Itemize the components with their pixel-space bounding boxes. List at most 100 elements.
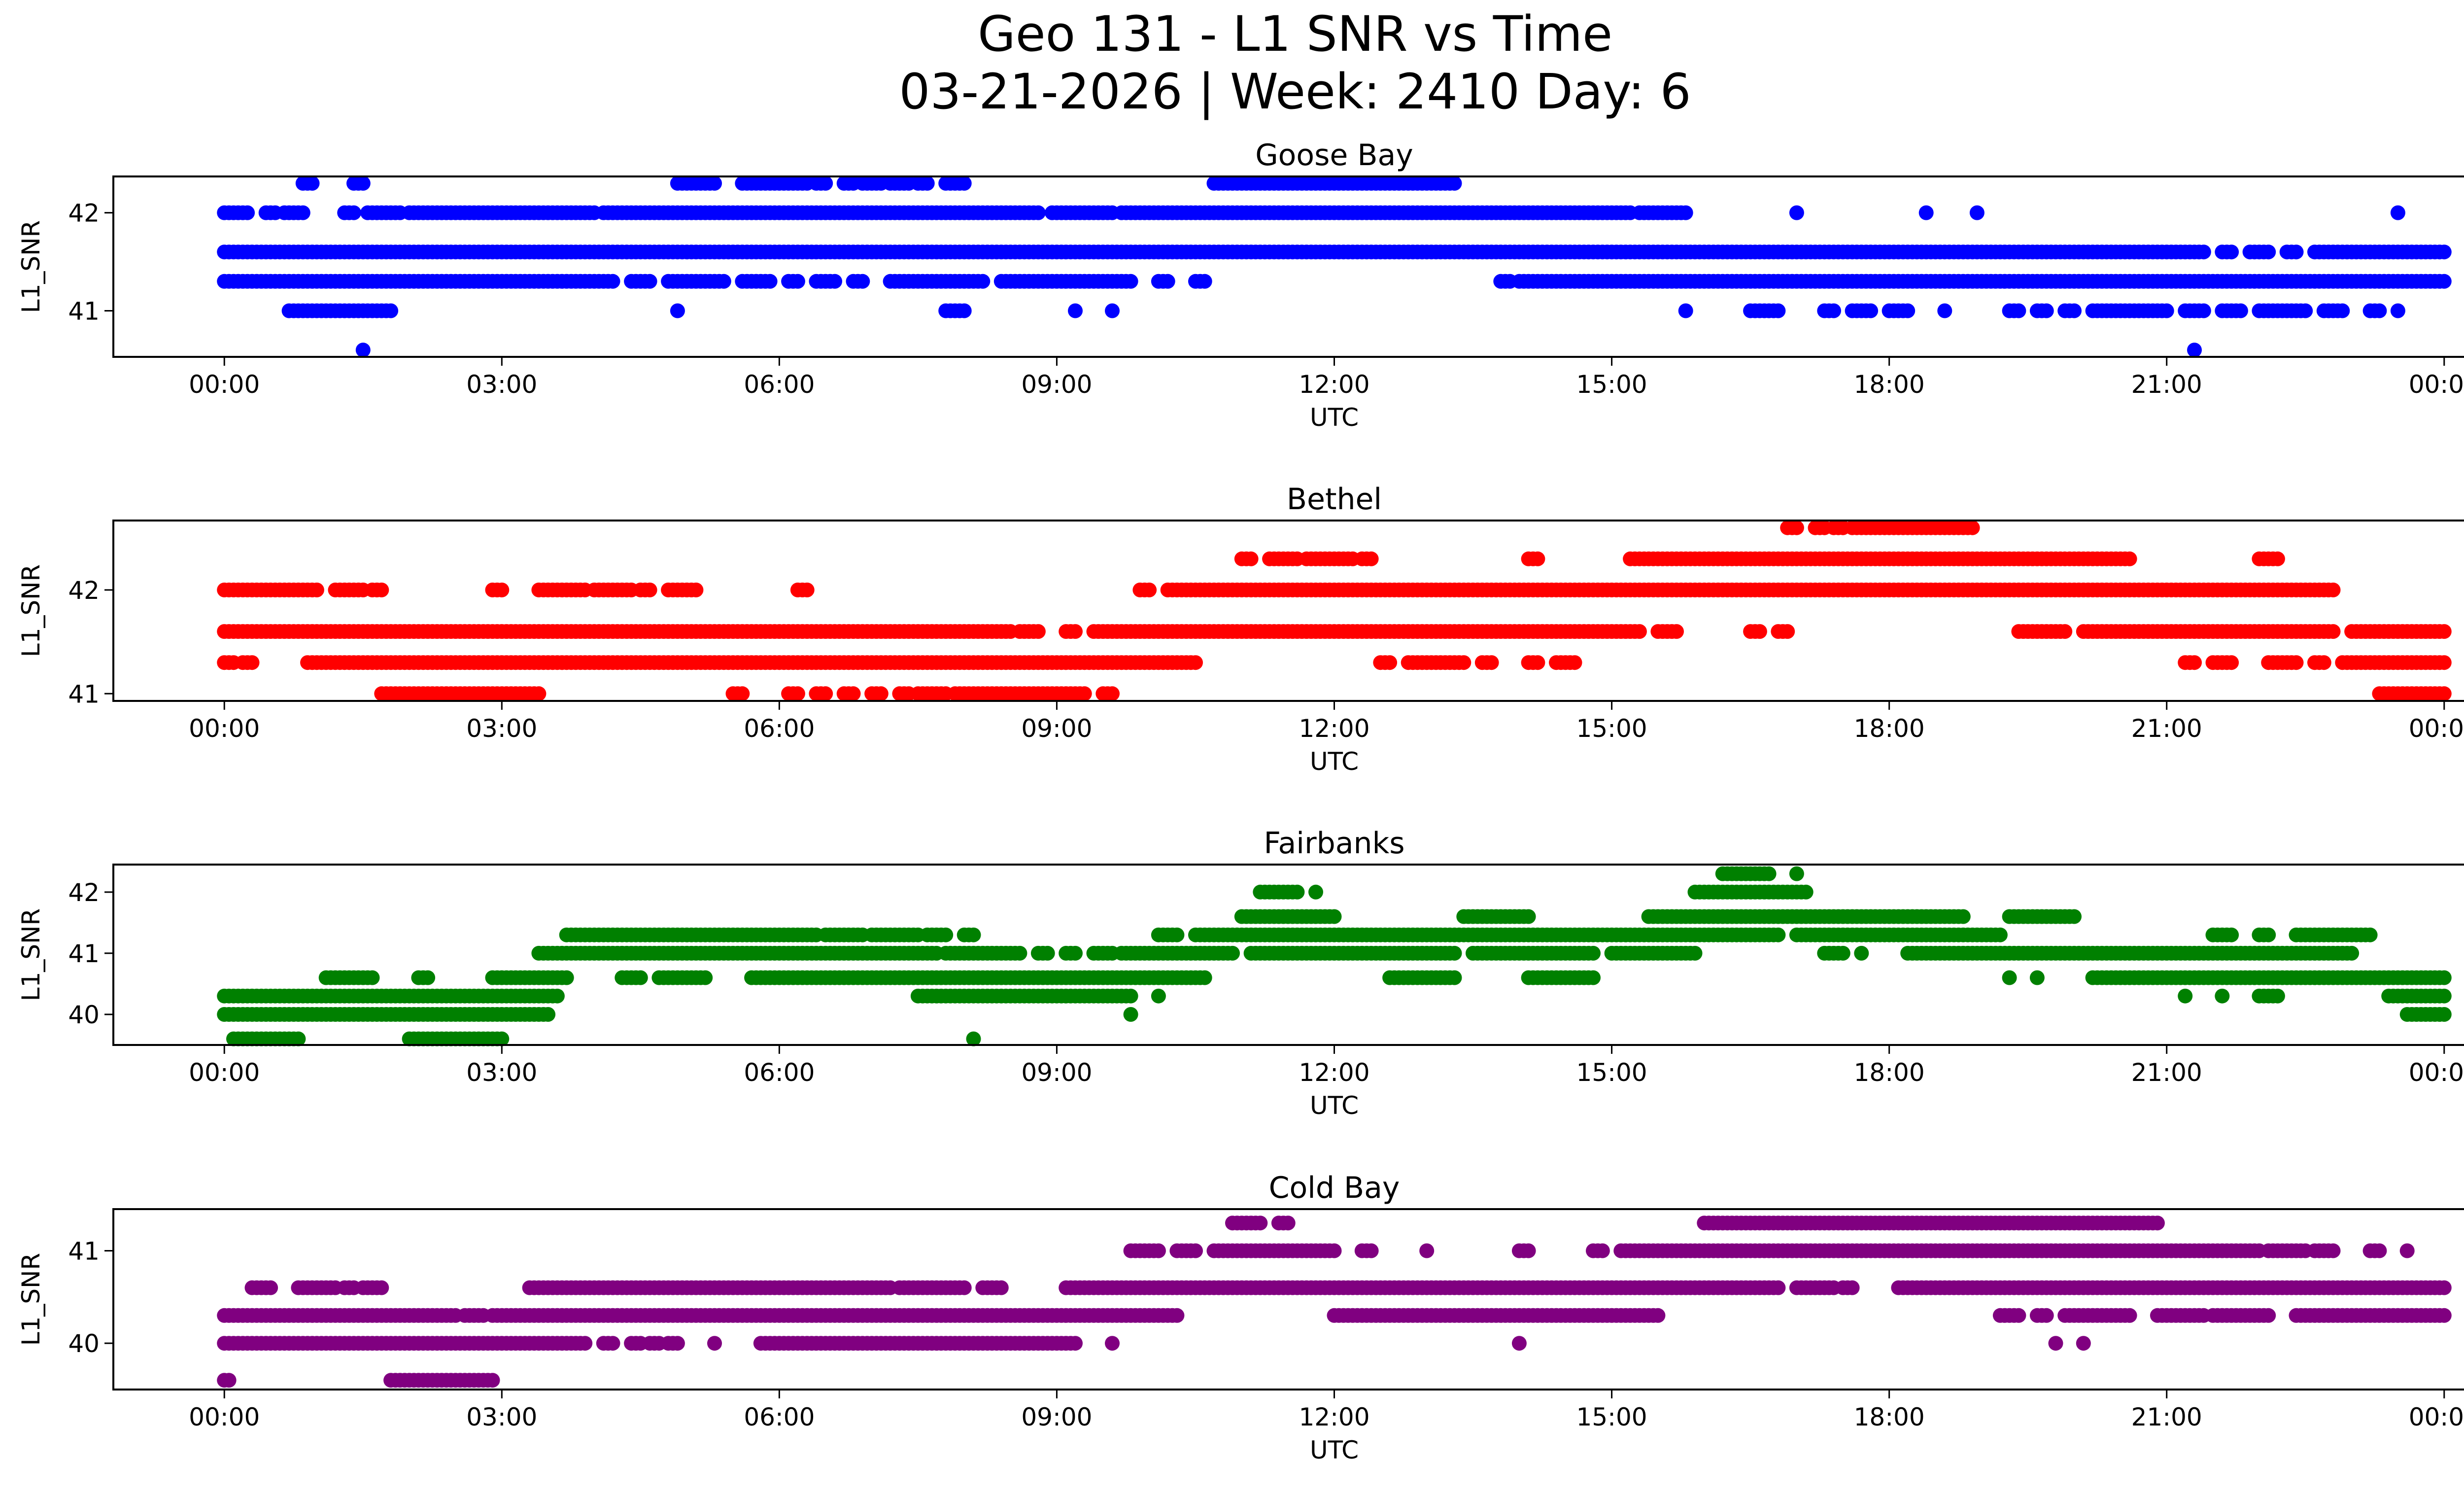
x-tick-label: 03:00 (466, 714, 537, 743)
scatter-points-bethel (217, 520, 2452, 701)
data-point (1586, 945, 1601, 961)
data-point (2289, 244, 2304, 260)
data-point (1752, 624, 1767, 639)
data-point (1595, 1243, 1610, 1258)
data-point (1456, 655, 1472, 670)
data-point (1854, 945, 1869, 961)
data-point (494, 1031, 510, 1046)
data-point (1012, 945, 1027, 961)
data-point (818, 686, 833, 701)
data-point (1669, 624, 1684, 639)
data-point (1290, 884, 1305, 900)
data-point (790, 686, 805, 701)
data-point (1969, 205, 1985, 220)
data-point (1900, 303, 1916, 318)
data-point (1105, 303, 1120, 318)
x-tick-label: 15:00 (1576, 1058, 1647, 1087)
data-point (1123, 1007, 1138, 1022)
data-point (1142, 582, 1157, 597)
data-point (1521, 1243, 1536, 1258)
data-point (1530, 655, 1545, 670)
data-point (1364, 551, 1379, 566)
data-point (1780, 624, 1795, 639)
data-point (698, 970, 713, 985)
data-point (1382, 655, 1398, 670)
y-tick-label: 42 (68, 199, 100, 228)
data-point (1151, 1243, 1166, 1258)
data-point (2436, 274, 2452, 289)
data-point (1225, 945, 1240, 961)
data-point (1789, 866, 1804, 881)
data-point (1586, 970, 1601, 985)
data-point (1678, 205, 1693, 220)
data-point (2122, 551, 2137, 566)
data-point (2029, 970, 2045, 985)
data-point (244, 655, 260, 670)
data-point (938, 927, 954, 942)
data-point (957, 1280, 972, 1295)
data-point (670, 303, 685, 318)
x-tick-label: 18:00 (1854, 370, 1925, 399)
figure-title-line1: Geo 131 - L1 SNR vs Time (978, 6, 1612, 63)
data-point (1327, 909, 1342, 924)
data-point (827, 274, 842, 289)
data-point (2224, 655, 2239, 670)
data-point (2326, 624, 2341, 639)
data-point (2436, 988, 2452, 1004)
data-point (2344, 945, 2360, 961)
data-point (966, 1031, 981, 1046)
data-point (2436, 1280, 2452, 1295)
data-point (2436, 970, 2452, 985)
data-point (975, 274, 991, 289)
data-point (2067, 909, 2082, 924)
data-point (1308, 884, 1323, 900)
data-point (1151, 988, 1166, 1004)
y-tick-label: 42 (68, 878, 100, 907)
data-point (1068, 945, 1083, 961)
data-point (855, 274, 870, 289)
x-tick-label: 21:00 (2131, 370, 2202, 399)
y-tick-label: 41 (68, 680, 100, 708)
data-point (1937, 303, 1952, 318)
data-point (846, 686, 861, 701)
data-point (1687, 945, 1703, 961)
x-tick-label: 06:00 (744, 370, 815, 399)
data-point (1068, 624, 1083, 639)
x-tick-label: 06:00 (744, 1058, 815, 1087)
data-point (2233, 303, 2248, 318)
subplot-title-bethel: Bethel (1287, 482, 1382, 517)
data-point (633, 970, 648, 985)
data-point (1965, 520, 1980, 535)
data-point (1484, 655, 1499, 670)
data-point (2436, 624, 2452, 639)
x-tick-label: 18:00 (1854, 1058, 1925, 1087)
x-tick-label: 00:00 (189, 1058, 260, 1087)
data-point (2399, 1243, 2415, 1258)
data-point (1197, 274, 1212, 289)
data-point (1521, 909, 1536, 924)
y-tick-label: 42 (68, 576, 100, 605)
data-point (605, 274, 620, 289)
data-point (966, 927, 981, 942)
data-point (374, 1280, 389, 1295)
x-tick-label: 03:00 (466, 370, 537, 399)
data-point (2215, 988, 2230, 1004)
data-point (2067, 303, 2082, 318)
data-point (1327, 1243, 1342, 1258)
x-tick-label: 06:00 (744, 714, 815, 743)
data-point (263, 1280, 278, 1295)
data-point (1123, 988, 1138, 1004)
data-point (1771, 927, 1786, 942)
x-tick-label: 12:00 (1299, 714, 1369, 743)
data-point (1280, 1216, 1296, 1231)
data-point (642, 582, 657, 597)
data-point (1863, 303, 1879, 318)
x-tick-label: 15:00 (1576, 714, 1647, 743)
data-point (993, 1280, 1009, 1295)
data-point (2002, 970, 2017, 985)
data-point (1955, 909, 1971, 924)
data-point (957, 175, 972, 191)
